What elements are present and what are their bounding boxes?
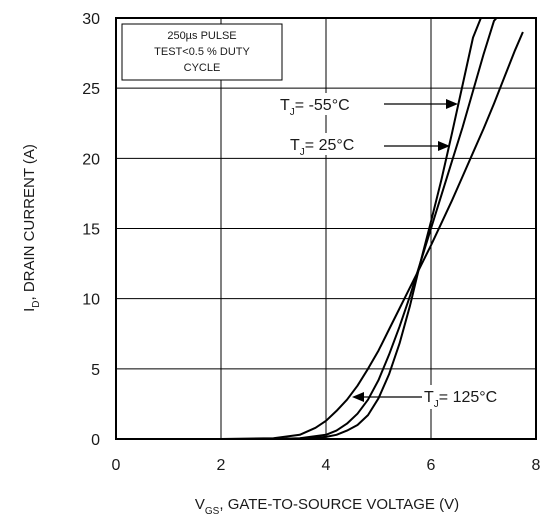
annotation-label: TJ= 125°C: [424, 389, 497, 410]
x-tick-label: 4: [322, 457, 331, 474]
note-line-2: TEST<0.5 % DUTY: [154, 46, 250, 58]
arrow-head: [446, 99, 458, 109]
annotation-tj-minus55: TJ= -55°C: [276, 93, 458, 118]
annotation-bg: [422, 385, 530, 409]
x-tick-label: 0: [112, 457, 121, 474]
annotation-label: TJ= -55°C: [280, 97, 350, 118]
annotation-tj-125: TJ= 125°C: [352, 385, 530, 410]
y-tick-label: 15: [82, 222, 100, 239]
annotation-bg: [276, 93, 382, 115]
x-tick-label: 2: [217, 457, 226, 474]
plot-frame: [115, 17, 537, 440]
note-line-1: 250µs PULSE: [167, 30, 236, 42]
curve-series-2: [116, 17, 498, 440]
y-tick-labels: 0 5 10 15 20 25 30: [82, 11, 100, 449]
arrow-head: [352, 392, 364, 402]
x-tick-label: 8: [532, 457, 541, 474]
test-condition-note: 250µs PULSE TEST<0.5 % DUTY CYCLE: [121, 23, 283, 81]
grid: [115, 17, 537, 440]
y-tick-label: 25: [82, 81, 100, 98]
curves: [116, 17, 524, 440]
note-line-3: CYCLE: [184, 62, 221, 74]
x-axis-title: VGS, GATE-TO-SOURCE VOLTAGE (V): [195, 496, 459, 517]
y-tick-label: 30: [82, 11, 100, 28]
x-tick-label: 6: [427, 457, 436, 474]
y-tick-label: 0: [91, 432, 100, 449]
annotation-bg: [286, 133, 382, 155]
y-tick-label: 20: [82, 151, 100, 168]
annotation-tj-25: TJ= 25°C: [286, 133, 450, 158]
y-tick-label: 5: [91, 362, 100, 379]
annotation-label: TJ= 25°C: [290, 137, 354, 158]
x-tick-labels: 0 2 4 6 8: [112, 457, 541, 474]
arrow-head: [438, 141, 450, 151]
note-box: [121, 23, 283, 81]
curve-series-3: [116, 31, 524, 440]
y-axis-title: ID, DRAIN CURRENT (A): [21, 144, 42, 312]
y-tick-label: 10: [82, 292, 100, 309]
